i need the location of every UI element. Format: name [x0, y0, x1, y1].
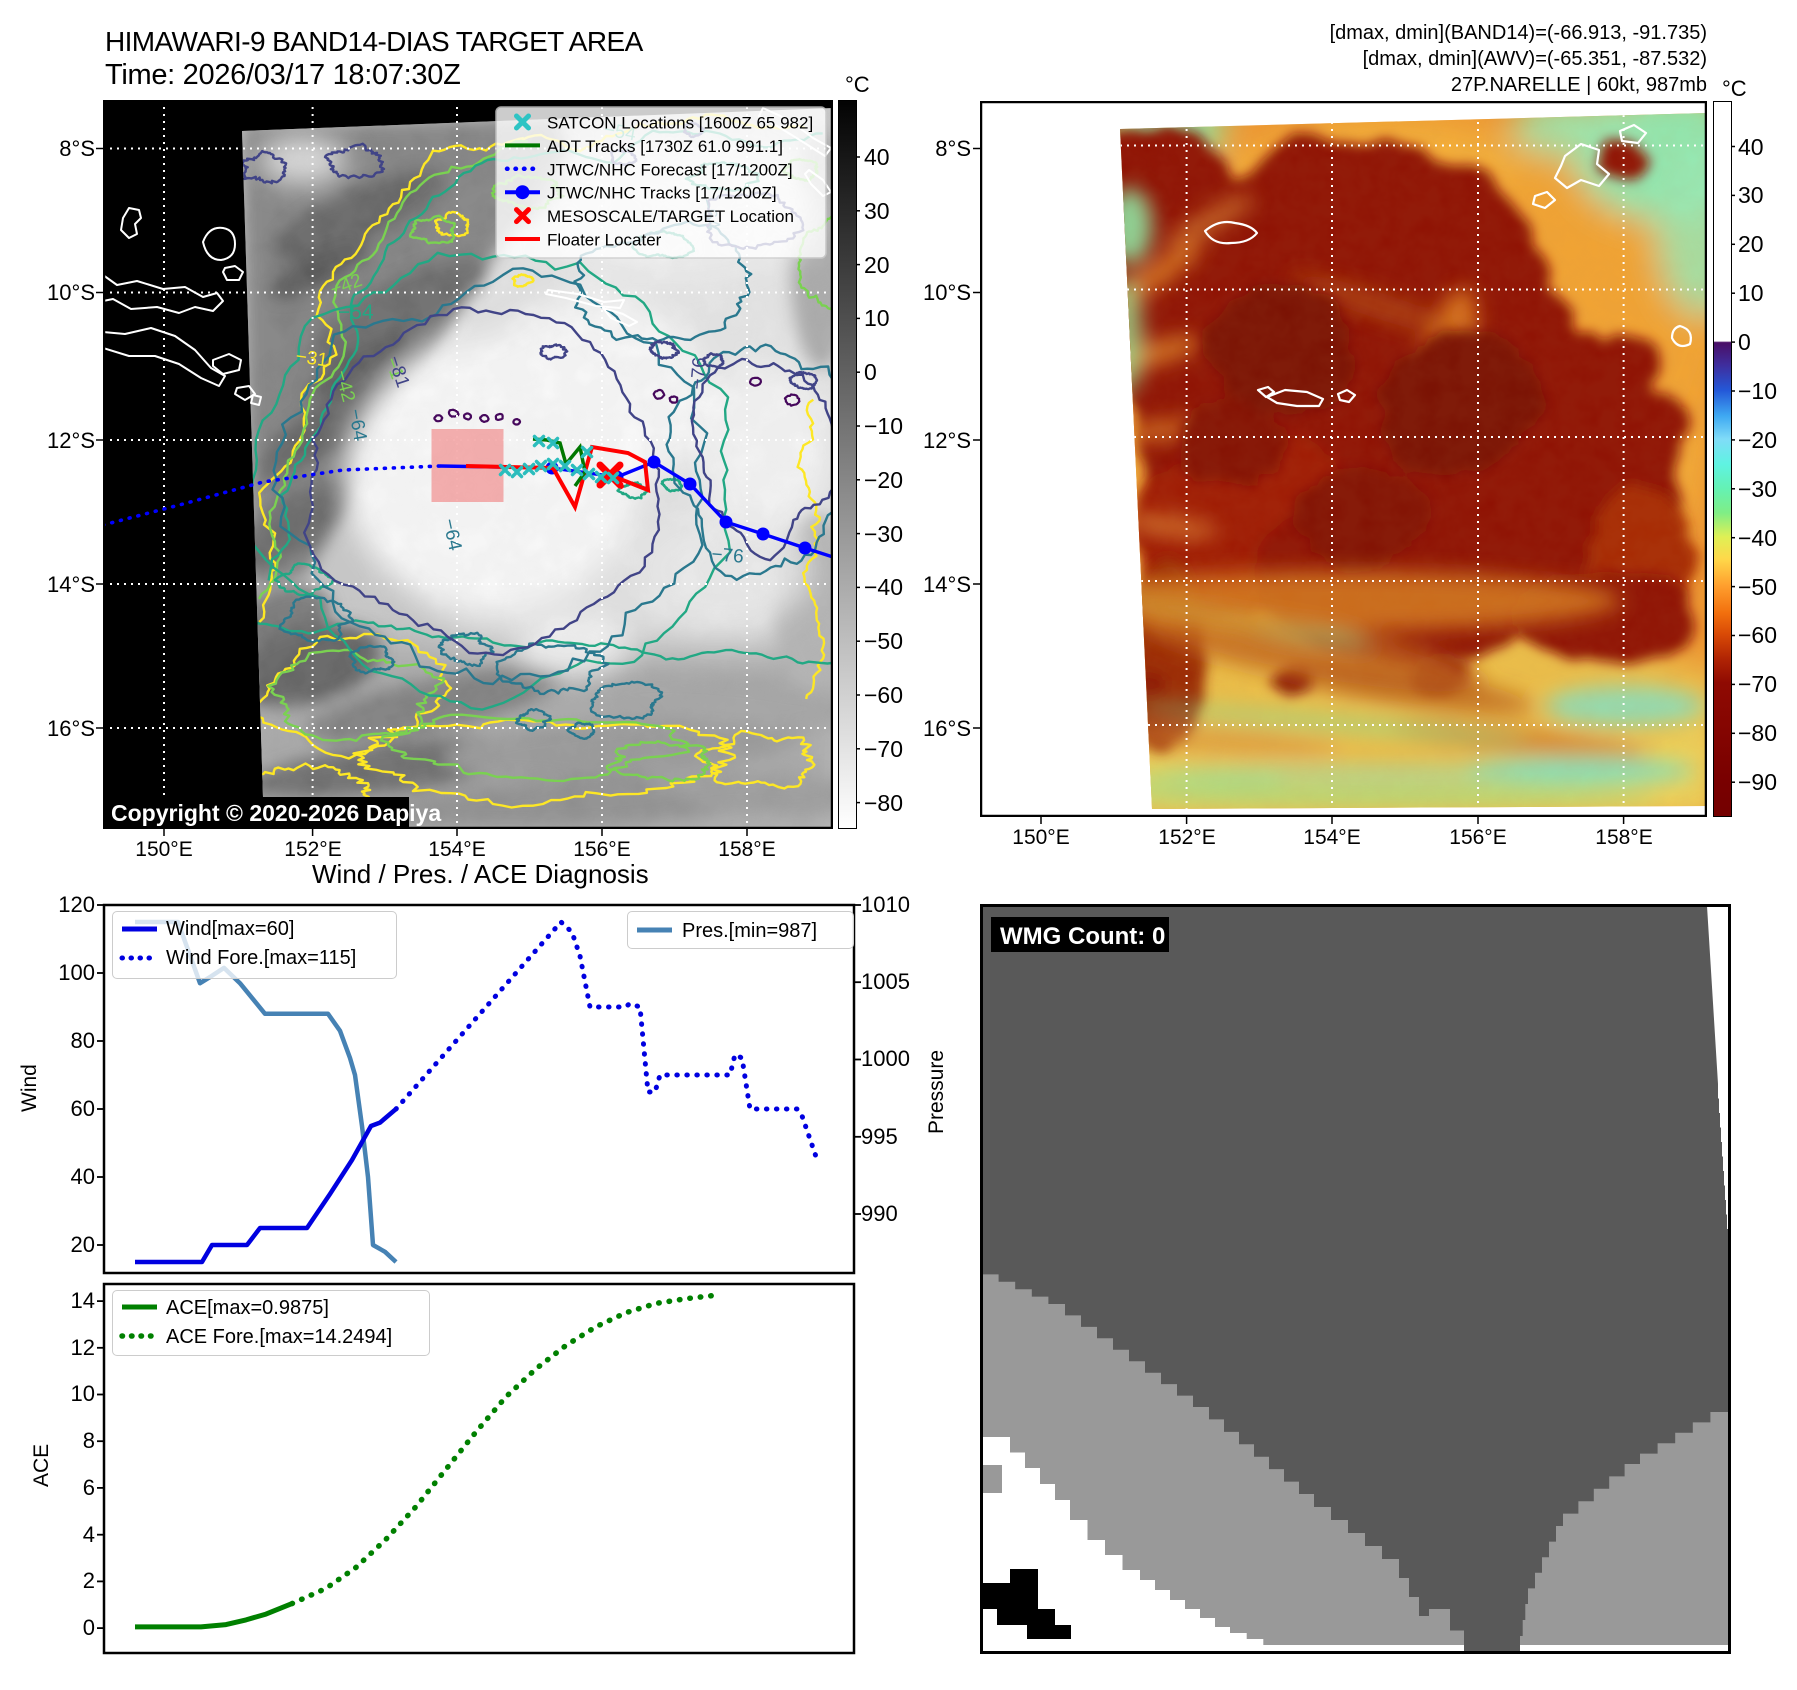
svg-text:−76: −76 [711, 544, 745, 568]
svg-text:Copyright © 2020-2026 Dapiya: Copyright © 2020-2026 Dapiya [111, 800, 441, 826]
svg-text:−54: −54 [338, 301, 374, 324]
svg-text:ADT Tracks [1730Z 61.0 991.1]: ADT Tracks [1730Z 61.0 991.1] [547, 137, 783, 156]
svg-text:−76: −76 [687, 356, 711, 390]
svg-text:SATCON Locations [1600Z 65 982: SATCON Locations [1600Z 65 982] [547, 114, 813, 133]
svg-text:Floater Locater: Floater Locater [547, 231, 662, 250]
svg-text:WMG Count: 0: WMG Count: 0 [1000, 923, 1165, 950]
svg-text:JTWC/NHC Tracks [17/1200Z]: JTWC/NHC Tracks [17/1200Z] [547, 184, 777, 203]
svg-text:MESOSCALE/TARGET Location: MESOSCALE/TARGET Location [547, 207, 794, 226]
svg-text:JTWC/NHC Forecast [17/1200Z]: JTWC/NHC Forecast [17/1200Z] [547, 160, 793, 179]
